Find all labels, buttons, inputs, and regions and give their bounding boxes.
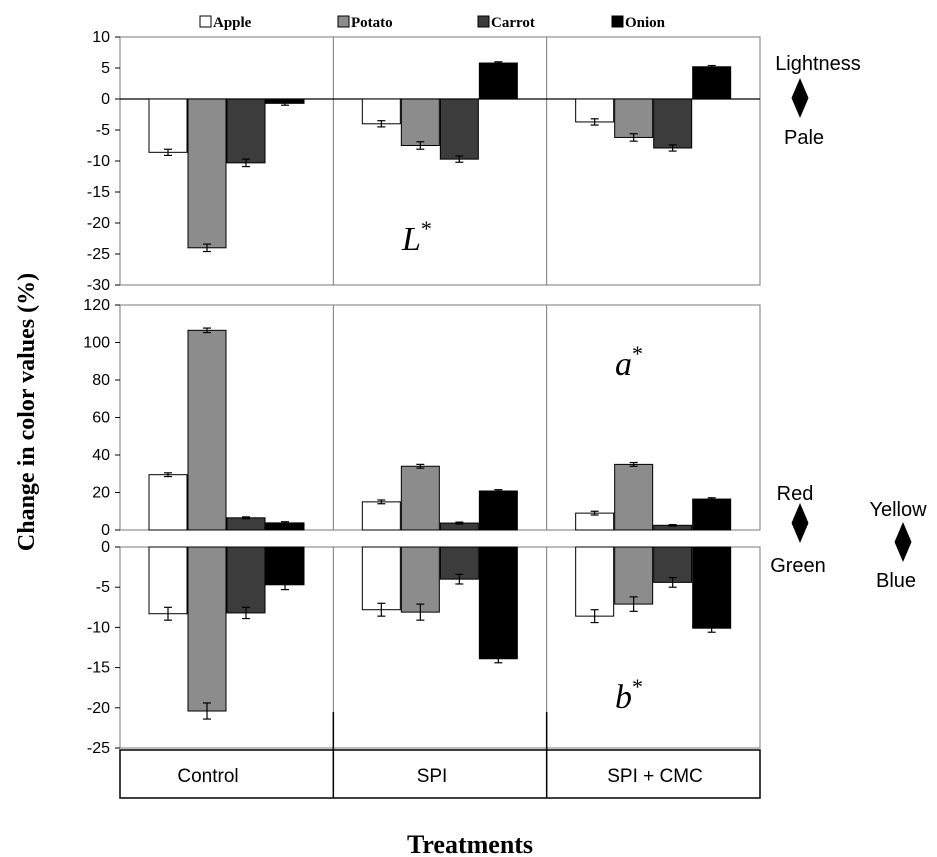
- bar-potato: [187, 329, 227, 531]
- bar-apple: [361, 98, 401, 125]
- panel-l: 10 5 0 -5 -10 -15 -20 -25 -30: [87, 29, 761, 294]
- bar-onion: [478, 546, 518, 660]
- y-tick-label: -10: [87, 619, 110, 636]
- y-tick-label: -30: [87, 277, 110, 294]
- legend-swatch-onion: [611, 15, 624, 28]
- panel-label-b: b*: [615, 674, 643, 716]
- y-tick-label: -5: [96, 122, 110, 139]
- bar-onion: [692, 546, 732, 629]
- y-tick-label: -20: [87, 215, 110, 232]
- bar-apple: [361, 546, 401, 611]
- bar-potato: [187, 98, 227, 249]
- bar-carrot: [226, 546, 266, 614]
- y-tick-label: 0: [101, 522, 110, 539]
- bar-apple: [575, 546, 615, 617]
- bar-onion: [692, 498, 732, 531]
- panel-a: 120 100 80 60 40 20 0: [83, 297, 761, 539]
- x-axis-label: Treatments: [407, 830, 533, 857]
- y-tick-label: -10: [87, 153, 110, 170]
- y-tick-label: 0: [101, 91, 110, 108]
- bar-potato: [614, 463, 654, 531]
- y-tick-label: -25: [87, 740, 110, 757]
- bar-potato: [187, 546, 227, 712]
- lightness-bottom-label: Pale: [784, 127, 824, 149]
- bar-onion: [692, 66, 732, 100]
- category-label: SPI + CMC: [607, 766, 703, 787]
- panel-label-l: L*: [401, 216, 432, 258]
- lightness-top-label: Lightness: [775, 53, 861, 75]
- bar-potato: [400, 465, 440, 531]
- category-axis-box: Control SPI SPI + CMC: [119, 712, 761, 799]
- bar-carrot: [653, 98, 693, 149]
- y-tick-label: 120: [83, 297, 110, 314]
- bar-potato: [400, 546, 440, 613]
- bar-onion: [265, 546, 305, 586]
- red-green-top-label: Red: [777, 483, 814, 505]
- bar-apple: [148, 546, 188, 615]
- yellow-blue-top-label: Yellow: [869, 499, 927, 521]
- panel-b: 0 -5 -10 -15 -20 -25: [87, 539, 761, 757]
- bar-potato: [614, 546, 654, 605]
- legend-label-onion: Onion: [625, 15, 666, 31]
- y-tick-label: -5: [96, 579, 110, 596]
- y-tick-label: -15: [87, 184, 110, 201]
- red-green-diamond: [791, 503, 809, 543]
- y-tick-label: 20: [92, 485, 110, 502]
- legend-label-carrot: Carrot: [491, 15, 535, 31]
- legend: Apple Potato Carrot Onion: [199, 15, 666, 31]
- bar-apple: [361, 501, 401, 531]
- legend-swatch-carrot: [477, 15, 490, 28]
- category-label: SPI: [417, 766, 448, 787]
- y-tick-label: 100: [83, 335, 110, 352]
- category-label: Control: [177, 766, 238, 787]
- y-tick-label: -15: [87, 660, 110, 677]
- panel-label-superscript: *: [421, 216, 432, 241]
- legend-label-apple: Apple: [213, 15, 252, 31]
- y-tick-label: -25: [87, 246, 110, 263]
- bar-potato: [400, 98, 440, 146]
- chart-panels: 1050-5-10-15-20-25-301201008060402000-5-…: [83, 29, 761, 757]
- y-tick-label: 10: [92, 29, 110, 46]
- lightness-diamond: [791, 78, 809, 118]
- bar-onion: [478, 62, 518, 100]
- bar-apple: [148, 474, 188, 531]
- legend-swatch-apple: [199, 15, 212, 28]
- y-tick-label: 5: [101, 60, 110, 77]
- y-tick-label: 40: [92, 447, 110, 464]
- red-green-bottom-label: Green: [770, 555, 826, 577]
- legend-label-potato: Potato: [351, 15, 393, 31]
- bar-potato: [614, 98, 654, 138]
- category-box-frame: [119, 749, 761, 799]
- panel-label-superscript: *: [632, 341, 643, 366]
- bar-onion: [478, 490, 518, 531]
- y-tick-label: 80: [92, 372, 110, 389]
- side-annotations: Lightness Pale Red Green Yellow Blue: [770, 53, 927, 592]
- panel-label-superscript: *: [632, 674, 643, 699]
- legend-swatch-potato: [337, 15, 350, 28]
- y-tick-label: -20: [87, 700, 110, 717]
- y-tick-label: 0: [101, 539, 110, 556]
- bar-apple: [575, 512, 615, 531]
- y-axis-label: Change in color values (%): [14, 273, 40, 551]
- y-tick-label: 60: [92, 410, 110, 427]
- yellow-blue-bottom-label: Blue: [876, 570, 916, 592]
- bar-carrot: [439, 98, 479, 160]
- bar-carrot: [226, 98, 266, 164]
- bar-carrot: [226, 517, 266, 531]
- bar-apple: [148, 98, 188, 153]
- panel-label-a: a*: [615, 341, 643, 383]
- yellow-blue-diamond: [894, 522, 912, 562]
